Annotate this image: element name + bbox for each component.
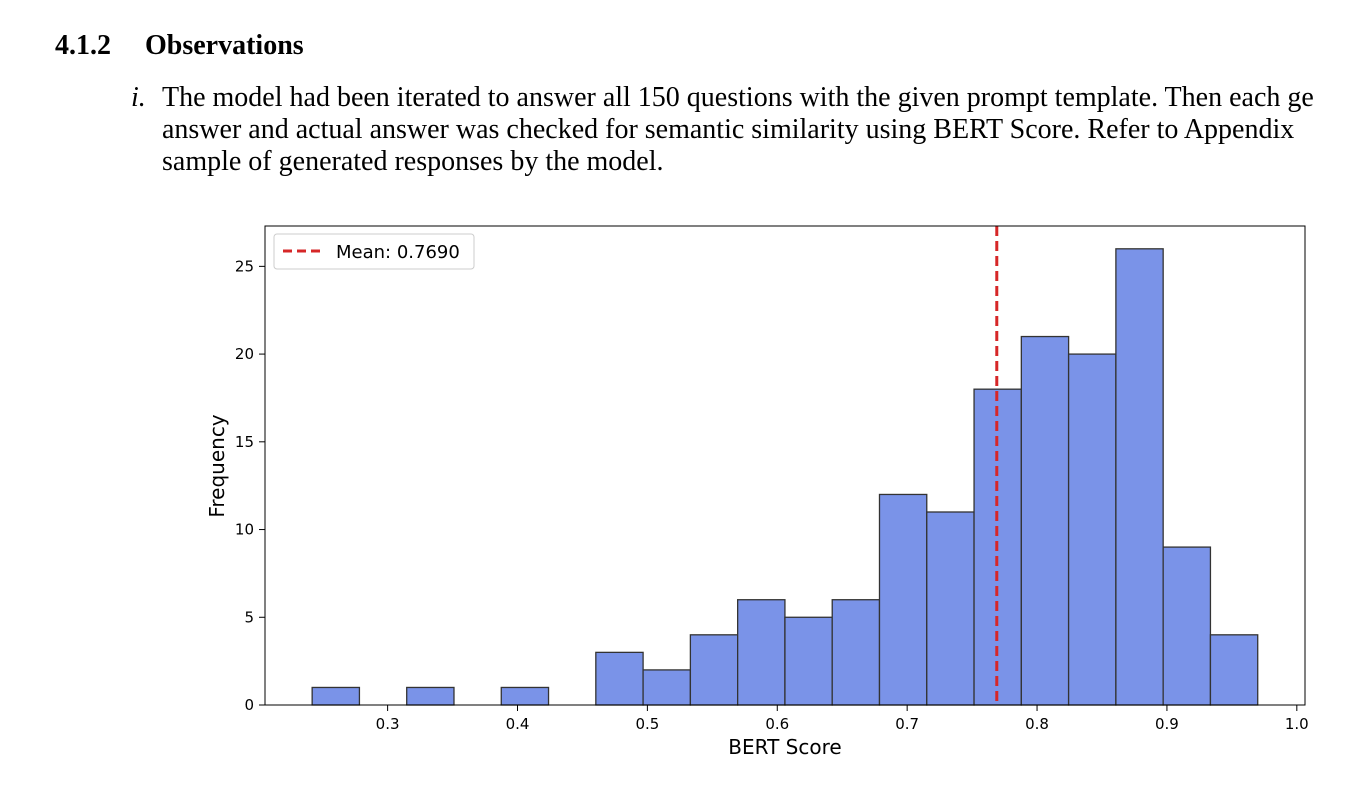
histogram-bar <box>926 511 975 706</box>
legend-label: Mean: 0.7690 <box>336 242 460 263</box>
histogram-bar <box>311 686 361 706</box>
histogram-bar <box>642 669 692 706</box>
histogram-bar <box>831 599 881 706</box>
histogram-bar <box>1209 634 1259 706</box>
x-axis-ticks: 0.3 0.4 0.5 0.6 0.7 0.8 0.9 1.0 <box>376 705 1309 733</box>
x-tick-label: 0.6 <box>765 715 789 733</box>
histogram-bar <box>500 686 550 706</box>
histogram-bar <box>1020 335 1070 706</box>
y-tick-label: 10 <box>235 521 254 539</box>
y-tick-label: 0 <box>244 696 254 714</box>
section-heading: 4.1.2 Observations <box>55 30 304 62</box>
x-tick-label: 0.5 <box>635 715 659 733</box>
x-tick-label: 0.8 <box>1025 715 1049 733</box>
x-tick-label: 0.4 <box>506 715 530 733</box>
histogram-bar <box>595 651 644 706</box>
section-number: 4.1.2 <box>55 30 111 61</box>
section-title: Observations <box>145 30 304 61</box>
paragraph-line: The model had been iterated to answer al… <box>162 82 1314 113</box>
x-tick-label: 0.7 <box>895 715 919 733</box>
list-item-marker: i. <box>131 82 146 113</box>
y-axis-label: Frequency <box>205 414 229 517</box>
x-tick-label: 0.9 <box>1155 715 1179 733</box>
legend-box <box>273 233 475 270</box>
bars-group <box>311 248 1259 706</box>
y-tick-label: 5 <box>244 608 254 626</box>
x-tick-label: 0.3 <box>376 715 400 733</box>
histogram-bar <box>737 599 786 706</box>
histogram-bar <box>689 634 739 706</box>
x-tick-label: 1.0 <box>1285 715 1309 733</box>
paragraph-line: answer and actual answer was checked for… <box>162 114 1295 145</box>
y-tick-label: 15 <box>235 433 254 451</box>
plot-frame <box>264 225 1306 706</box>
histogram-bar <box>1162 546 1212 706</box>
paragraph-line: sample of generated responses by the mod… <box>162 146 664 177</box>
list-item-paragraph: The model had been iterated to answer al… <box>162 82 1364 178</box>
histogram-bar <box>406 686 455 706</box>
histogram-bar <box>1115 248 1164 706</box>
y-tick-label: 20 <box>235 345 254 363</box>
y-tick-label: 25 <box>235 257 254 275</box>
histogram-bar <box>1067 353 1117 706</box>
y-axis-ticks: 0 5 10 15 20 25 <box>235 257 265 714</box>
histogram-bar <box>784 616 833 706</box>
x-axis-label: BERT Score <box>728 735 841 759</box>
legend: Mean: 0.7690 <box>273 233 475 270</box>
histogram-bar <box>878 493 928 706</box>
